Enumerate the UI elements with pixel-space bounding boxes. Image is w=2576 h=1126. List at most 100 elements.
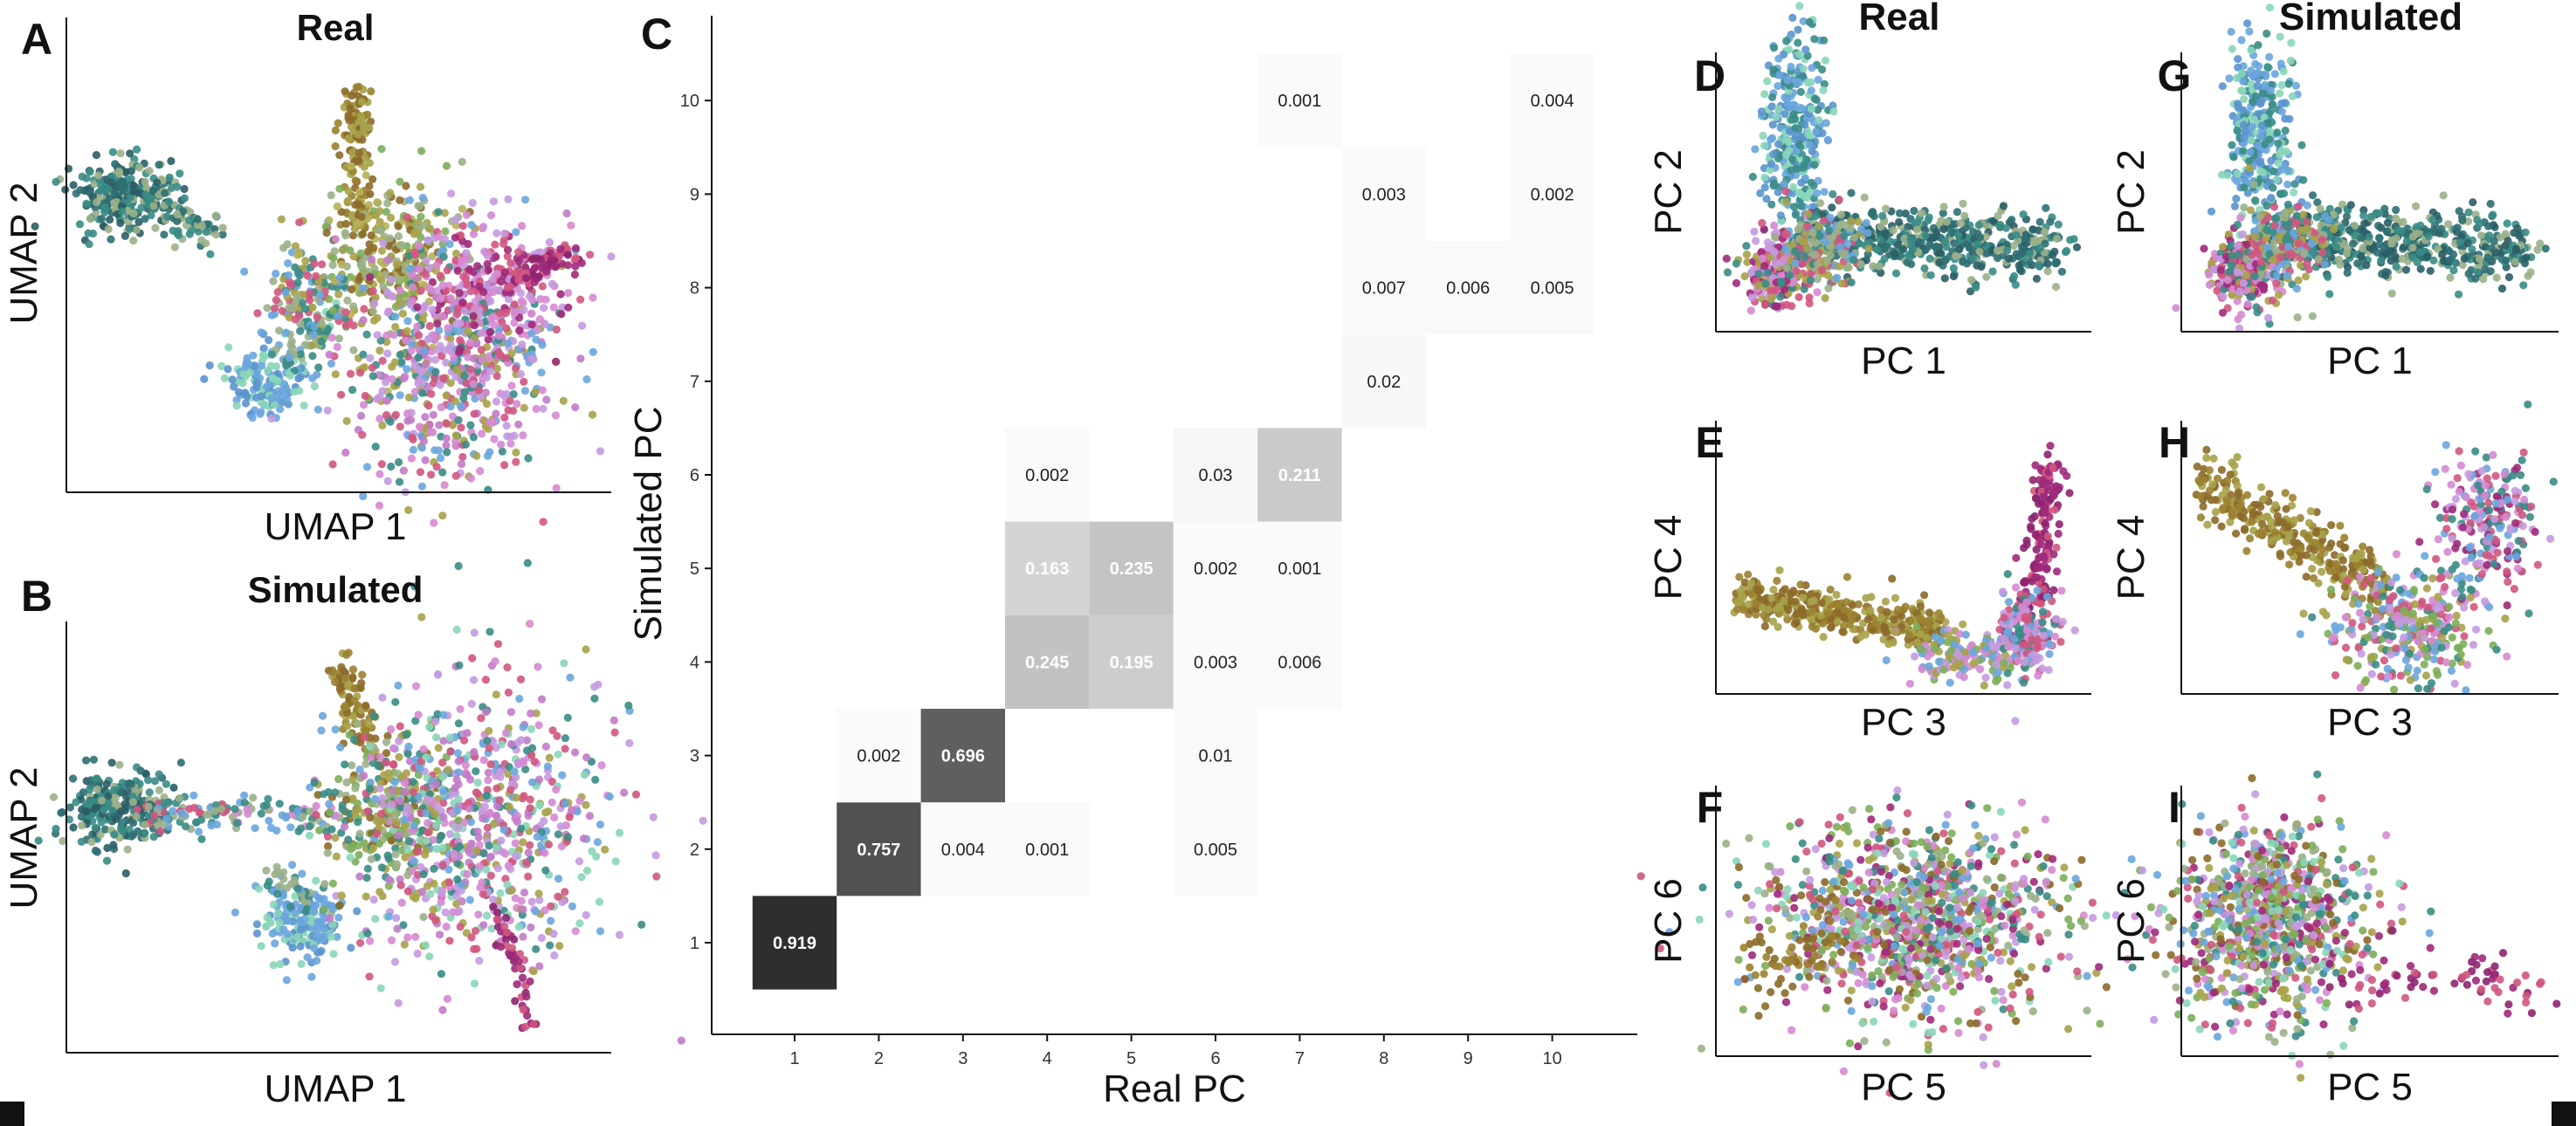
umap-sim-point — [553, 731, 561, 740]
umap-real-point — [329, 254, 338, 263]
umap-real-point — [442, 391, 451, 400]
umap-sim-point — [526, 841, 534, 849]
umap-sim-point — [529, 967, 538, 976]
umap-real-point — [308, 340, 317, 349]
umap-real-point — [476, 392, 485, 401]
pc12-real-point — [1829, 189, 1837, 199]
umap-real-point — [532, 404, 541, 414]
umap-real-point — [348, 92, 356, 100]
umap-real-point — [496, 309, 505, 318]
umap-real-point — [451, 471, 460, 480]
umap-real-point — [448, 421, 457, 429]
umap-real-point — [365, 159, 374, 168]
umap-sim-point — [548, 798, 556, 807]
umap-sim-point — [541, 808, 550, 817]
umap-real-point — [510, 319, 519, 327]
pc12-real-point — [1758, 218, 1767, 228]
umap-real-point — [392, 260, 401, 269]
pc12-real-point — [1969, 228, 1978, 237]
umap-sim-point — [414, 847, 423, 856]
umap-sim-point — [593, 838, 603, 847]
umap-real-point — [373, 198, 382, 207]
umap-sim-point — [355, 938, 365, 947]
umap-real-point — [489, 197, 499, 206]
umap-sim-point — [370, 712, 379, 721]
umap-real-point — [335, 151, 344, 160]
umap-real-point — [498, 318, 506, 326]
pc12-real-point — [1797, 178, 1806, 187]
umap-sim-point — [404, 836, 413, 846]
umap-real-point — [410, 230, 418, 238]
umap-sim-point — [320, 905, 328, 914]
umap-real-point — [535, 315, 545, 324]
umap-sim-point — [454, 795, 463, 804]
umap-sim-point — [456, 704, 465, 714]
umap-real-point — [368, 363, 376, 372]
umap-real-point — [270, 401, 279, 409]
umap-real-point — [325, 295, 334, 304]
umap-real-point — [383, 199, 392, 208]
umap-real-point — [520, 387, 530, 395]
umap-real-point — [256, 409, 265, 418]
umap-real-point — [378, 356, 387, 365]
umap-real-point — [218, 230, 227, 239]
umap-sim-point — [136, 766, 145, 775]
pc12-real-point — [1939, 203, 1948, 211]
umap-real-point — [482, 281, 492, 290]
pc12-real-point — [1767, 293, 1776, 302]
umap-real-point — [503, 245, 513, 254]
umap-sim-point — [365, 972, 374, 981]
umap-real-point — [424, 402, 433, 410]
pc12-real-point — [1760, 262, 1769, 271]
umap-real-point — [348, 386, 357, 395]
umap-real-point — [413, 322, 422, 331]
umap-real-point — [403, 409, 412, 418]
umap-real-point — [458, 256, 466, 265]
umap-real-point — [417, 286, 425, 295]
umap-sim-point — [330, 677, 340, 687]
umap-sim-point — [467, 699, 476, 709]
umap-sim-point — [203, 810, 211, 819]
umap-real-point — [424, 284, 433, 292]
umap-sim-point — [588, 847, 596, 855]
umap-sim-point — [550, 951, 559, 960]
umap-real-point — [484, 265, 493, 274]
umap-real-point — [348, 231, 357, 240]
umap-real-point — [382, 378, 390, 387]
umap-real-point — [436, 271, 444, 280]
umap-sim-point — [484, 768, 493, 777]
umap-real-point — [296, 373, 305, 381]
umap-real-point — [382, 410, 391, 420]
umap-sim-point — [605, 793, 614, 801]
umap-real-point — [538, 282, 547, 291]
umap-sim-point — [529, 1020, 538, 1028]
umap-sim-point — [403, 887, 412, 896]
umap-real-point — [469, 312, 478, 320]
umap-sim-point — [286, 823, 295, 832]
umap-real-point — [331, 235, 340, 244]
umap-sim-point — [453, 806, 462, 815]
umap-real-point — [576, 354, 585, 363]
umap-sim-point — [391, 818, 401, 827]
umap-real-point — [504, 406, 513, 415]
pc12-real-point — [1965, 244, 1974, 252]
umap-sim-point — [429, 835, 437, 844]
umap-sim-point — [411, 682, 421, 690]
umap-sim-point — [511, 839, 520, 848]
umap-sim-point — [514, 958, 523, 966]
umap-sim-point — [422, 809, 430, 818]
pc12-real-point — [1930, 233, 1939, 242]
umap-sim-point — [326, 914, 334, 923]
umap-sim-point — [320, 895, 328, 903]
umap-sim-point — [560, 659, 568, 668]
pc12-real-point — [1747, 293, 1757, 302]
umap-real-point — [167, 183, 176, 192]
pc12-real-point — [1849, 256, 1858, 264]
umap-sim-point — [109, 841, 118, 849]
umap-sim-point — [454, 719, 464, 728]
umap-real-point — [356, 249, 365, 257]
umap-sim-point — [637, 920, 646, 929]
umap-real-point — [506, 432, 515, 441]
umap-real-point — [407, 454, 416, 463]
umap-sim-point — [281, 812, 291, 821]
